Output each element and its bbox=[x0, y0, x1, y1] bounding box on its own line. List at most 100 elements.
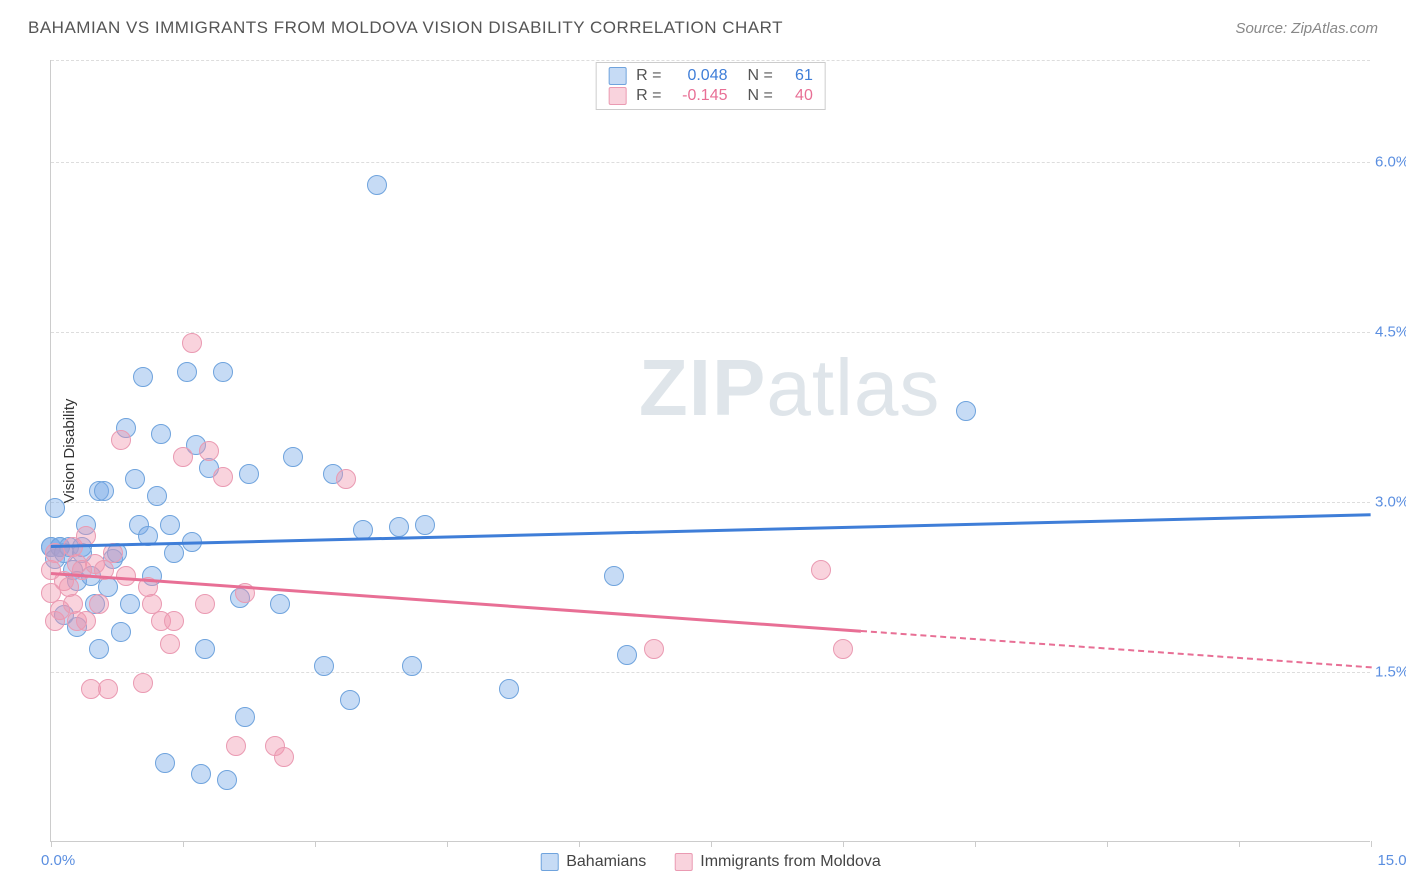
x-tick bbox=[183, 841, 184, 847]
y-tick-label: 1.5% bbox=[1375, 664, 1406, 681]
scatter-point bbox=[155, 753, 175, 773]
scatter-point bbox=[160, 634, 180, 654]
scatter-point bbox=[367, 175, 387, 195]
legend-label: Immigrants from Moldova bbox=[700, 853, 881, 871]
legend-swatch bbox=[608, 87, 626, 105]
gridline bbox=[51, 60, 1370, 61]
scatter-point bbox=[235, 707, 255, 727]
gridline bbox=[51, 502, 1370, 503]
scatter-point bbox=[45, 498, 65, 518]
bottom-legend: Bahamians Immigrants from Moldova bbox=[540, 853, 881, 871]
scatter-point bbox=[98, 679, 118, 699]
scatter-point bbox=[195, 639, 215, 659]
scatter-point bbox=[340, 690, 360, 710]
scatter-point bbox=[226, 736, 246, 756]
chart-header: BAHAMIAN VS IMMIGRANTS FROM MOLDOVA VISI… bbox=[0, 0, 1406, 48]
watermark-bold: ZIP bbox=[639, 343, 766, 432]
y-tick-label: 3.0% bbox=[1375, 494, 1406, 511]
scatter-point bbox=[133, 367, 153, 387]
scatter-point bbox=[94, 481, 114, 501]
legend-item: Immigrants from Moldova bbox=[674, 853, 881, 871]
scatter-chart: ZIPatlas Vision Disability 0.0% 15.0% 1.… bbox=[50, 60, 1370, 842]
chart-title: BAHAMIAN VS IMMIGRANTS FROM MOLDOVA VISI… bbox=[28, 18, 783, 38]
scatter-point bbox=[195, 594, 215, 614]
n-label: N = bbox=[748, 67, 773, 85]
x-tick bbox=[579, 841, 580, 847]
scatter-point bbox=[125, 469, 145, 489]
r-label: R = bbox=[636, 87, 661, 105]
watermark: ZIPatlas bbox=[639, 342, 940, 434]
scatter-point bbox=[89, 639, 109, 659]
scatter-point bbox=[116, 566, 136, 586]
stats-box: R = 0.048 N = 61 R = -0.145 N = 40 bbox=[595, 62, 826, 110]
n-label: N = bbox=[748, 87, 773, 105]
scatter-point bbox=[270, 594, 290, 614]
x-tick bbox=[1107, 841, 1108, 847]
chart-source: Source: ZipAtlas.com bbox=[1235, 20, 1378, 37]
scatter-point bbox=[213, 467, 233, 487]
scatter-point bbox=[604, 566, 624, 586]
scatter-point bbox=[177, 362, 197, 382]
x-axis-max-label: 15.0% bbox=[1377, 852, 1406, 869]
x-axis-min-label: 0.0% bbox=[41, 852, 75, 869]
scatter-point bbox=[182, 333, 202, 353]
scatter-point bbox=[833, 639, 853, 659]
x-tick bbox=[51, 841, 52, 847]
scatter-point bbox=[314, 656, 334, 676]
n-value: 40 bbox=[783, 87, 813, 105]
x-tick bbox=[843, 841, 844, 847]
scatter-point bbox=[811, 560, 831, 580]
r-label: R = bbox=[636, 67, 661, 85]
scatter-point bbox=[617, 645, 637, 665]
legend-swatch bbox=[674, 853, 692, 871]
y-tick-label: 4.5% bbox=[1375, 324, 1406, 341]
watermark-light: atlas bbox=[766, 343, 940, 432]
scatter-point bbox=[239, 464, 259, 484]
gridline bbox=[51, 672, 1370, 673]
scatter-point bbox=[133, 673, 153, 693]
x-tick bbox=[315, 841, 316, 847]
scatter-point bbox=[164, 611, 184, 631]
legend-swatch bbox=[540, 853, 558, 871]
legend-label: Bahamians bbox=[566, 853, 646, 871]
x-tick bbox=[1371, 841, 1372, 847]
scatter-point bbox=[415, 515, 435, 535]
scatter-point bbox=[147, 486, 167, 506]
scatter-point bbox=[274, 747, 294, 767]
x-tick bbox=[711, 841, 712, 847]
y-tick-label: 6.0% bbox=[1375, 154, 1406, 171]
scatter-point bbox=[217, 770, 237, 790]
scatter-point bbox=[644, 639, 664, 659]
scatter-point bbox=[160, 515, 180, 535]
scatter-point bbox=[199, 441, 219, 461]
gridline bbox=[51, 332, 1370, 333]
trend-line bbox=[861, 630, 1372, 668]
scatter-point bbox=[120, 594, 140, 614]
stats-row: R = 0.048 N = 61 bbox=[608, 66, 813, 86]
scatter-point bbox=[111, 430, 131, 450]
scatter-point bbox=[336, 469, 356, 489]
x-tick bbox=[447, 841, 448, 847]
scatter-point bbox=[956, 401, 976, 421]
trend-line bbox=[51, 513, 1371, 547]
n-value: 61 bbox=[783, 67, 813, 85]
scatter-point bbox=[151, 424, 171, 444]
y-axis-title: Vision Disability bbox=[61, 398, 78, 503]
legend-swatch bbox=[608, 67, 626, 85]
scatter-point bbox=[499, 679, 519, 699]
r-value: 0.048 bbox=[672, 67, 728, 85]
scatter-point bbox=[283, 447, 303, 467]
legend-item: Bahamians bbox=[540, 853, 646, 871]
scatter-point bbox=[213, 362, 233, 382]
scatter-point bbox=[89, 594, 109, 614]
x-tick bbox=[975, 841, 976, 847]
x-tick bbox=[1239, 841, 1240, 847]
scatter-point bbox=[402, 656, 422, 676]
scatter-point bbox=[173, 447, 193, 467]
scatter-point bbox=[111, 622, 131, 642]
scatter-point bbox=[76, 611, 96, 631]
scatter-point bbox=[389, 517, 409, 537]
scatter-point bbox=[164, 543, 184, 563]
scatter-point bbox=[191, 764, 211, 784]
r-value: -0.145 bbox=[672, 87, 728, 105]
